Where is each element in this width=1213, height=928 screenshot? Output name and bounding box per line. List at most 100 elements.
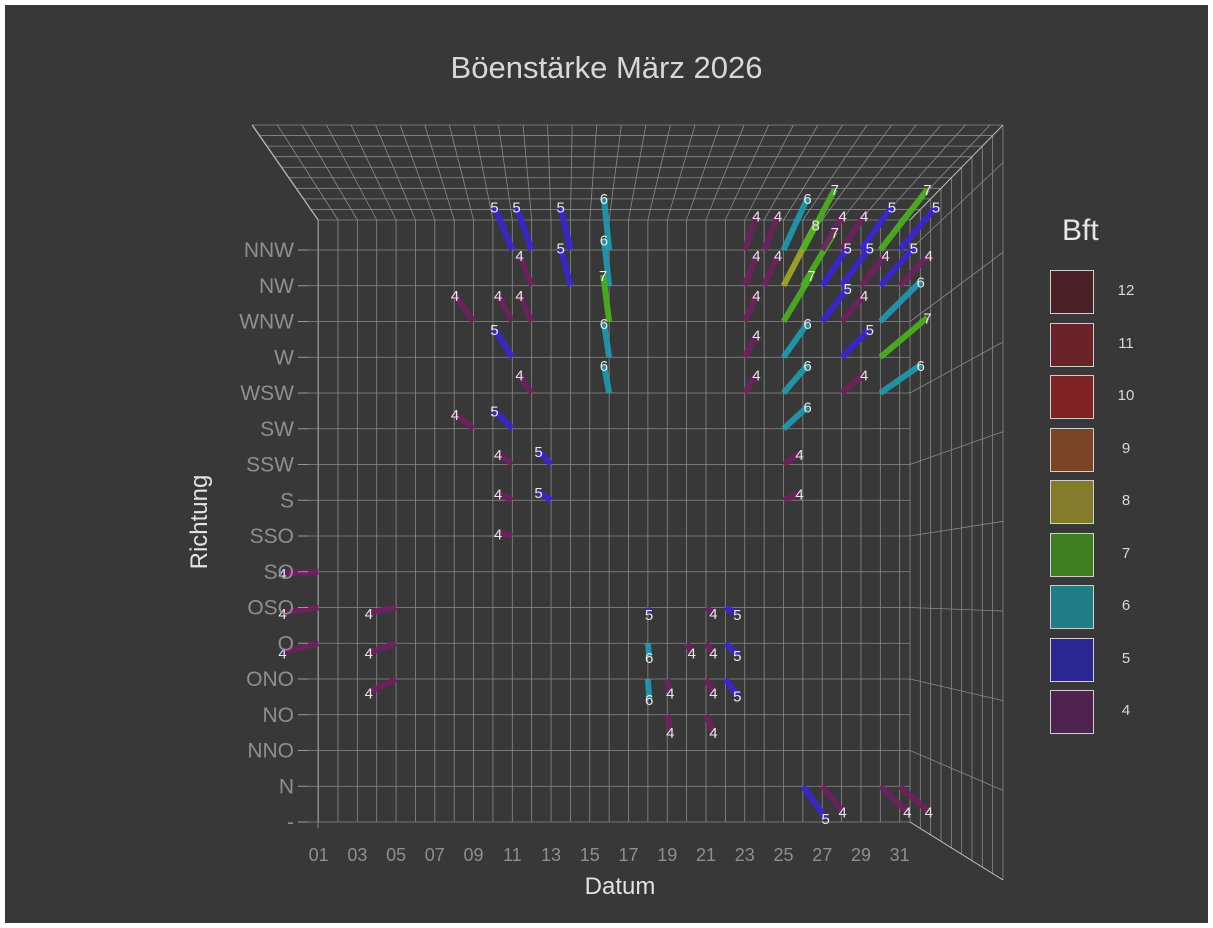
y-tick-label: NNO: [247, 740, 294, 763]
gust-bar: [516, 253, 535, 287]
grid-line: [608, 124, 622, 221]
grid-line: [909, 162, 1004, 251]
grid-line: [547, 124, 552, 221]
grid-layer: [251, 124, 1004, 881]
gust-bar: [684, 641, 695, 655]
gust-bar: [282, 568, 319, 577]
gust-bar: [839, 245, 873, 288]
y-tick-label: O: [278, 632, 294, 655]
gust-bar: [761, 214, 781, 252]
grid-line: [375, 124, 416, 221]
x-tick-label: 01: [309, 845, 329, 865]
grid-line: [251, 124, 319, 221]
gust-bar: [601, 364, 613, 394]
gust-bar: [858, 253, 889, 288]
chart-background: [5, 5, 1208, 923]
x-tick-label: 09: [464, 845, 484, 865]
grid-line: [909, 431, 1004, 465]
gust-bar: [723, 604, 739, 617]
gust-bar: [800, 784, 829, 820]
grid-line: [473, 124, 494, 221]
gust-bar: [600, 274, 613, 322]
legend-item: 4: [1050, 690, 1160, 734]
gust-value-label: 6: [645, 650, 653, 667]
gust-value-label: 5: [932, 200, 940, 217]
x-tick-label: 31: [890, 845, 910, 865]
gust-bar: [703, 713, 717, 734]
y-tick-label: N: [279, 775, 294, 798]
gust-value-label: 6: [645, 692, 653, 709]
grid-line: [252, 124, 319, 221]
x-tick-label: 23: [735, 845, 755, 865]
gust-bar: [741, 214, 760, 251]
gust-bar: [492, 408, 515, 431]
gust-value-label: 4: [666, 685, 674, 702]
x-tick-label: 11: [503, 845, 522, 865]
gust-bar: [644, 607, 652, 615]
gust-bar: [367, 676, 398, 696]
grid-line: [647, 124, 671, 221]
gust-bar: [741, 253, 760, 287]
gust-bar: [800, 187, 838, 252]
grid-line: [326, 124, 378, 221]
gust-bar: [782, 490, 801, 504]
gust-bar: [878, 315, 930, 360]
gust-value-label: 4: [365, 685, 373, 702]
gust-bar: [819, 213, 846, 252]
gust-value-label: 4: [838, 208, 846, 225]
gust-bar: [497, 530, 513, 539]
gust-bar: [664, 714, 674, 733]
legend-label: 7: [1121, 544, 1131, 562]
gust-value-label: 5: [512, 200, 520, 217]
gust-bar: [780, 196, 811, 252]
gust-bar: [897, 252, 931, 288]
x-tick-label: 15: [580, 845, 600, 865]
gust-value-label: 5: [733, 689, 741, 706]
gust-bar: [878, 245, 917, 288]
gust-bar: [491, 205, 516, 252]
gust-bar: [644, 678, 653, 700]
legend-item: 9: [1050, 427, 1160, 472]
gust-value-label: 6: [600, 191, 608, 208]
gust-bar: [878, 362, 923, 396]
gust-bar: [367, 640, 398, 656]
legend-swatch: [1050, 375, 1094, 419]
gust-bar: [600, 239, 613, 287]
gust-bar: [536, 489, 553, 503]
legend-label: 8: [1121, 492, 1131, 509]
legend-item: 10: [1050, 375, 1160, 419]
gust-bar: [536, 449, 554, 467]
grid-line: [522, 124, 533, 221]
gust-value-label: 4: [860, 208, 868, 225]
legend-title: Bft: [1062, 214, 1099, 247]
gust-bar: [722, 677, 740, 698]
grid-line: [570, 124, 573, 221]
gust-bar: [781, 404, 810, 431]
gust-value-label: 4: [795, 487, 803, 504]
grid-line: [763, 124, 819, 221]
grid-line: [705, 124, 745, 221]
grid-line: [301, 124, 358, 221]
chart-title: Böenstärke März 2026: [450, 50, 763, 85]
grid-line: [880, 124, 966, 221]
gust-bar: [491, 327, 515, 359]
gust-bar: [495, 293, 515, 323]
gust-value-label: 5: [556, 240, 564, 257]
gust-value-label: 4: [278, 606, 286, 623]
gust-bar: [517, 372, 535, 395]
gust-bar: [601, 322, 613, 358]
gust-value-label: 4: [451, 407, 459, 424]
x-tick-label: 07: [425, 845, 445, 865]
gust-bar: [282, 604, 320, 616]
gust-value-label: 7: [923, 311, 931, 328]
gust-value-label: 6: [803, 400, 811, 417]
gust-value-label: 6: [803, 358, 811, 375]
gust-value-label: 4: [494, 288, 502, 305]
grid-line: [744, 124, 794, 221]
y-tick-label: ONO: [246, 668, 294, 691]
gust-value-label: 6: [600, 316, 608, 333]
gust-bar: [819, 784, 845, 814]
gust-bar: [600, 197, 613, 251]
gust-value-label: 5: [733, 648, 741, 665]
